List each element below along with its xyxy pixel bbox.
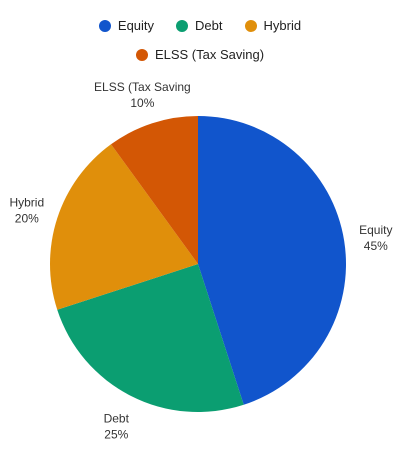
legend-swatch-elss xyxy=(135,48,148,61)
slice-percent-2: 20% xyxy=(15,211,39,225)
pie-slice-1 xyxy=(57,264,244,412)
slice-percent-0: 45% xyxy=(364,239,388,253)
legend-swatch-hybrid xyxy=(244,19,257,32)
slice-percent-3: 10% xyxy=(130,96,154,110)
pie-slice-3 xyxy=(111,116,198,264)
pie-slice-0 xyxy=(198,116,347,405)
legend-swatch-debt xyxy=(176,19,189,32)
legend-label-equity: Equity xyxy=(117,18,155,33)
pie-labels: Equity 45% Debt 25% Hybrid 20% ELSS (Tax Savin… xyxy=(9,80,392,442)
legend-label-elss: ELSS (Tax Saving) xyxy=(154,47,265,62)
legend-label-hybrid: Hybrid xyxy=(263,18,302,33)
slice-label-2: Hybrid xyxy=(9,195,44,209)
slice-percent-1: 25% xyxy=(104,427,128,441)
chart-legend: Equity Debt Hybrid ELSS (Tax Saving) xyxy=(0,18,400,62)
legend-label-debt: Debt xyxy=(195,18,223,33)
legend-row-2: ELSS (Tax Saving) xyxy=(135,47,265,62)
slice-label-1: Debt xyxy=(104,411,130,425)
pie-slices xyxy=(50,116,347,412)
legend-item-debt: Debt xyxy=(176,18,223,33)
legend-item-hybrid: Hybrid xyxy=(244,18,302,33)
legend-item-equity: Equity xyxy=(98,18,155,33)
legend-row-1: Equity Debt Hybrid xyxy=(98,18,302,33)
legend-swatch-equity xyxy=(98,19,111,32)
pie-slice-2 xyxy=(50,144,199,310)
legend-item-elss: ELSS (Tax Saving) xyxy=(135,47,265,62)
slice-label-0: Equity xyxy=(359,223,392,237)
slice-label-3: ELSS (Tax Saving xyxy=(94,80,191,94)
